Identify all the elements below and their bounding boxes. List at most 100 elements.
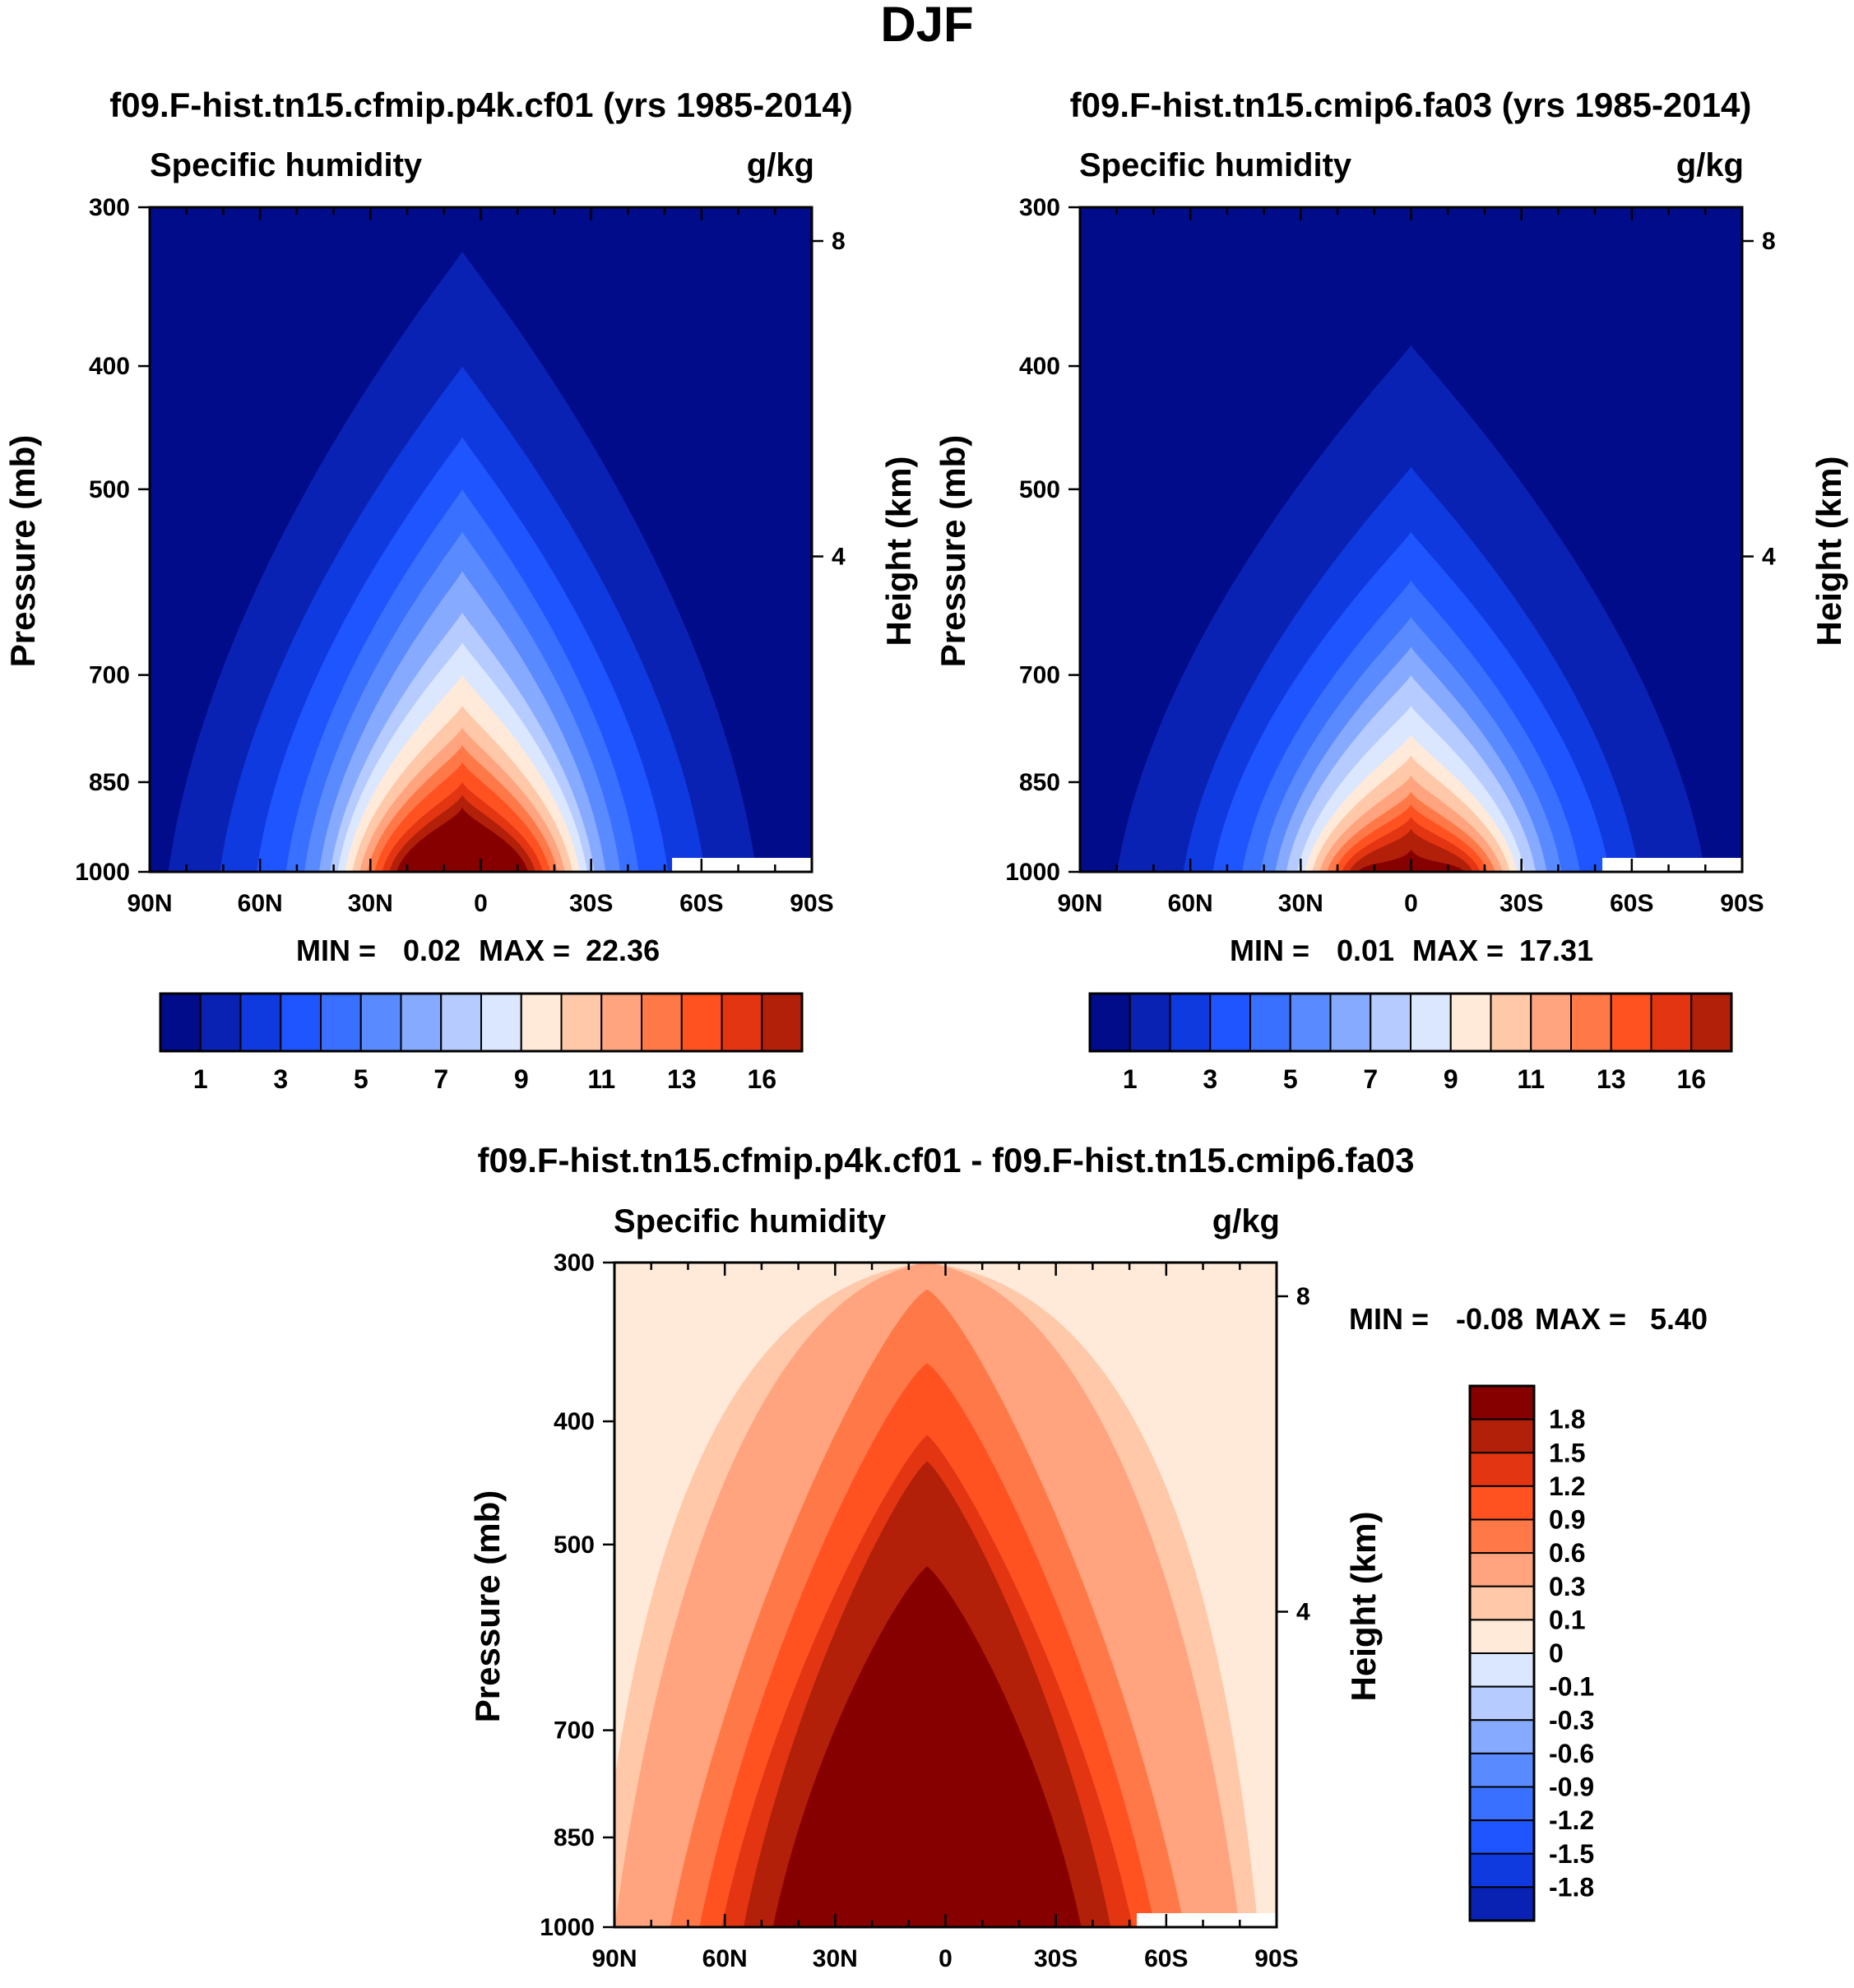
y-tick-label: 700	[1019, 662, 1060, 689]
colorbar-box	[1610, 993, 1652, 1052]
colorbar-box	[1469, 1418, 1535, 1454]
x-tick-label: 30N	[813, 1945, 858, 1972]
figure-title: DJF	[880, 0, 973, 52]
y-right-tick-label: 8	[1762, 228, 1776, 255]
colorbar-box	[520, 993, 563, 1052]
y-tick-label: 500	[89, 476, 130, 503]
panel-2-max-value: 17.31	[1519, 934, 1593, 967]
colorbar-label: 9	[514, 1064, 529, 1094]
y-axis-label: Pressure (mb)	[934, 435, 972, 667]
panel-2-min-value: 0.01	[1337, 934, 1394, 967]
colorbar-label: 0.6	[1549, 1538, 1585, 1568]
colorbar-label: 11	[1517, 1064, 1545, 1094]
colorbar-label: 0	[1549, 1638, 1564, 1668]
contour-level-16	[396, 807, 528, 872]
colorbar-label: 7	[1363, 1064, 1378, 1094]
colorbar-label: 11	[587, 1064, 615, 1094]
x-tick-label: 30N	[348, 890, 393, 917]
x-tick-label: 60N	[702, 1945, 748, 1972]
panel-1-max-label: MAX =	[479, 934, 570, 967]
colorbar-box	[280, 993, 322, 1052]
colorbar-label: -1.5	[1549, 1839, 1594, 1869]
colorbar-label: -0.9	[1549, 1773, 1594, 1802]
panel-2-title: f09.F-hist.tn15.cmip6.fa03 (yrs 1985-201…	[1070, 86, 1752, 124]
colorbar-box	[1469, 1385, 1535, 1420]
missing-data-mask	[672, 858, 812, 872]
colorbar-label: -1.8	[1549, 1872, 1594, 1902]
panel-1-variable-label: Specific humidity	[150, 147, 423, 183]
colorbar-box	[761, 993, 803, 1052]
colorbar-box	[1650, 993, 1693, 1052]
colorbar-box	[1469, 1452, 1535, 1487]
panel-2-colorbar: 1 3 5 7 9 11 13 16	[1088, 992, 1733, 1094]
panel-3-colorbar: 1.8 1.5 1.2 0.90.6 0.3 0.1 0 -0.1-0.3 -0.6 -0.9 -1…	[1468, 1384, 1594, 1922]
x-tick-label: 90N	[591, 1945, 637, 1972]
colorbar-box	[1410, 993, 1452, 1052]
colorbar-box	[1169, 993, 1212, 1052]
panel-2-min-label: MIN =	[1230, 934, 1309, 967]
colorbar-frame	[1088, 992, 1733, 1053]
colorbar-box	[1570, 993, 1612, 1052]
y-right-tick-label: 8	[832, 228, 846, 255]
x-tick-label: 60N	[1168, 890, 1213, 917]
colorbar-box	[1469, 1886, 1535, 1921]
y-tick-label: 850	[1019, 769, 1060, 796]
colorbar-box	[199, 993, 242, 1052]
colorbar-label: 1	[1123, 1064, 1138, 1094]
colorbar-box	[560, 993, 603, 1052]
panel-1-units-label: g/kg	[747, 147, 814, 183]
colorbar-box	[1329, 993, 1372, 1052]
panel-2-plot: 90N 60N 30N 0 30S 60S 90S 300 400 500 700 850 1000 8 4…	[934, 194, 1848, 917]
contour-area	[614, 1263, 1277, 1927]
panel-1-title: f09.F-hist.tn15.cfmip.p4k.cf01 (yrs 1985…	[109, 86, 852, 124]
y-tick-label: 400	[1019, 353, 1060, 380]
colorbar-box	[400, 993, 443, 1052]
y-tick-label: 850	[89, 769, 130, 796]
colorbar-box	[1469, 1786, 1535, 1822]
x-tick-label: 60S	[1610, 890, 1653, 917]
colorbar-box	[480, 993, 522, 1052]
y-tick-label: 300	[89, 194, 130, 221]
x-tick-label: 90S	[790, 890, 833, 917]
colorbar-box	[359, 993, 402, 1052]
colorbar-box	[1469, 1552, 1535, 1587]
y-tick-label: 300	[554, 1249, 595, 1277]
y-tick-label: 1000	[1005, 859, 1060, 886]
colorbar-label: 3	[1203, 1064, 1217, 1094]
x-tick-label: 60S	[679, 890, 723, 917]
x-tick-label: 90N	[127, 890, 172, 917]
x-tick-label: 0	[939, 1945, 952, 1972]
colorbar-label: 5	[1283, 1064, 1298, 1094]
panel-1-min-value: 0.02	[403, 934, 461, 967]
colorbar-label: 0.9	[1549, 1505, 1585, 1535]
colorbar-box	[1490, 993, 1532, 1052]
colorbar-label: 1	[193, 1064, 208, 1094]
colorbar-box	[1469, 1619, 1535, 1654]
colorbar-box	[1469, 1518, 1535, 1555]
colorbar-box	[1469, 1585, 1535, 1621]
colorbar-label: 9	[1444, 1064, 1458, 1094]
x-tick-label: 30S	[569, 890, 613, 917]
x-tick-label: 0	[474, 890, 488, 917]
colorbar-box	[1469, 1485, 1535, 1521]
y-tick-label: 400	[89, 353, 130, 380]
colorbar-box	[1469, 1719, 1535, 1754]
colorbar-box	[1469, 1852, 1535, 1888]
y-right-tick-label: 4	[1296, 1599, 1310, 1626]
colorbar-box	[1469, 1819, 1535, 1855]
x-tick-label: 90S	[1720, 890, 1764, 917]
y-tick-label: 1000	[75, 859, 130, 886]
panel-1-max-value: 22.36	[586, 934, 660, 967]
colorbar-box	[641, 993, 683, 1052]
y-right-tick-label: 4	[832, 544, 846, 571]
colorbar-label: -0.1	[1549, 1672, 1594, 1702]
y-tick-label: 1000	[540, 1914, 595, 1941]
y-tick-label: 700	[89, 662, 130, 689]
panel-3-max-value: 5.40	[1650, 1302, 1708, 1336]
colorbar-label: 5	[354, 1064, 368, 1094]
colorbar-label: 16	[747, 1064, 776, 1094]
panel-2-max-label: MAX =	[1412, 934, 1504, 967]
colorbar-box	[1469, 1652, 1535, 1688]
contour-area	[150, 207, 812, 872]
panel-3-variable-label: Specific humidity	[614, 1203, 887, 1240]
